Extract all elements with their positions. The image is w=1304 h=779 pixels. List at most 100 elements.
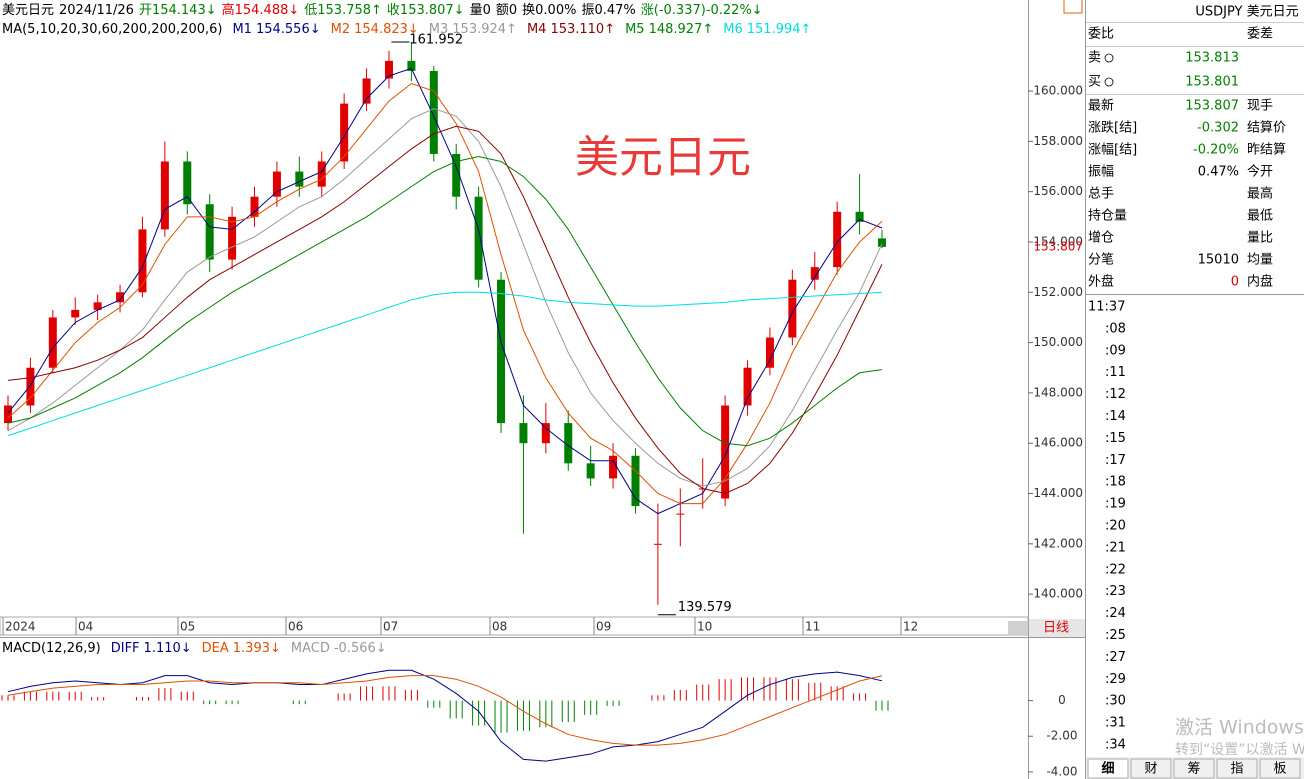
y-tick-label: 150.000 [1033, 335, 1083, 349]
y-tick-label: 144.000 [1033, 486, 1083, 500]
tick-time: :08 [1105, 321, 1126, 336]
quote-label: 总手 [1088, 187, 1114, 202]
period-box [1029, 619, 1085, 637]
watermark-title: 美元日元 [575, 132, 751, 183]
tick-time: :15 [1105, 431, 1126, 446]
candle-body [541, 423, 550, 444]
header-item: 涨(-0.337)-0.22%↓ [641, 3, 763, 18]
tick-time: :27 [1105, 650, 1126, 665]
quote-label: 均量 [1247, 253, 1273, 268]
y-tick-label: 158.000 [1033, 134, 1083, 148]
tick-time: :29 [1105, 672, 1126, 687]
legend-name: M3 [429, 22, 449, 37]
legend-name: M6 [723, 22, 743, 37]
quote-label: 卖 [1088, 51, 1101, 66]
candle-body [93, 302, 102, 310]
windows-watermark: 转到“设置”以激活 Windows。 [1175, 741, 1304, 758]
candle-body [474, 196, 483, 280]
tick-time: :24 [1105, 606, 1126, 621]
quote-title: USDJPY 美元日元 [1195, 5, 1298, 20]
tab-label[interactable]: 细 [1101, 761, 1114, 777]
candle-body [564, 423, 573, 464]
candle-body [116, 292, 125, 303]
header-item: 收153.807↓ [387, 3, 465, 18]
tick-time: :21 [1105, 540, 1126, 555]
candle-body [250, 196, 259, 217]
candle-body [317, 161, 326, 187]
legend-value: 153.110↑ [550, 22, 615, 37]
info-icon [1104, 77, 1114, 87]
y-tick-label: 146.000 [1033, 436, 1083, 450]
candle-body [855, 211, 864, 222]
y-tick-label: 142.000 [1033, 536, 1083, 550]
header-item: 量0 [470, 3, 491, 18]
candle-body [205, 204, 214, 260]
tick-time: :12 [1105, 387, 1126, 402]
header-item: 振0.47% [581, 3, 635, 18]
scroll-box [1008, 621, 1028, 635]
candle-body [228, 216, 237, 260]
legend-value: 1.393↓ [233, 641, 281, 656]
info-icon [1104, 53, 1114, 63]
candle-body [497, 279, 506, 424]
quote-label: 振幅 [1088, 165, 1114, 180]
tick-time: :23 [1105, 584, 1126, 599]
legend-name: M5 [625, 22, 645, 37]
tab[interactable] [1173, 758, 1215, 779]
x-tick-label: 12 [903, 620, 918, 634]
tab[interactable] [1259, 758, 1301, 779]
tick-time: :18 [1105, 475, 1126, 490]
tick-time: :11 [1105, 365, 1126, 380]
ma-line [7, 125, 883, 495]
legend-name: DIFF [111, 641, 140, 656]
tab-label[interactable]: 指 [1230, 762, 1243, 777]
candle-body [138, 229, 147, 293]
quote-value: 153.813 [1185, 51, 1239, 66]
corner-icon[interactable] [1063, 0, 1083, 14]
candle-body [362, 78, 371, 104]
x-tick-label: 11 [805, 620, 820, 634]
legend-value: 154.823↓ [354, 22, 419, 37]
header-item: 换0.00% [522, 3, 576, 18]
legend-value: 154.556↓ [256, 22, 321, 37]
x-tick-label: 2024 [5, 620, 36, 634]
tab[interactable] [1216, 758, 1258, 779]
y-tick-label: 156.000 [1033, 184, 1083, 198]
candle-body [429, 70, 438, 154]
x-tick-label: 09 [596, 620, 611, 634]
quote-label: 最新 [1088, 98, 1114, 114]
quote-label: 昨结算 [1247, 143, 1286, 158]
ma-line [7, 82, 883, 505]
legend: MACD(12,26,9) DIFF 1.110↓ DEA 1.393↓ MACD -0.5… [2, 641, 387, 656]
legend: MA(5,10,20,30,60,200,200,200,6) M1 154.556… [2, 22, 811, 37]
quote-label: 持仓量 [1088, 209, 1127, 224]
quote-value: 15010 [1198, 253, 1239, 268]
legend-title: MA(5,10,20,30,60,200,200,200,6) [2, 22, 222, 37]
tab[interactable] [1130, 758, 1172, 779]
quote-value: 153.801 [1185, 75, 1239, 90]
quote-label: 现手 [1247, 99, 1273, 114]
tab[interactable] [1087, 758, 1129, 779]
quote-label: 最低 [1247, 209, 1273, 224]
quote-label: 结算价 [1247, 121, 1286, 136]
candle-body [586, 463, 595, 479]
tab-label[interactable]: 板 [1273, 762, 1286, 777]
tick-time: :14 [1105, 409, 1126, 424]
ma-line [7, 67, 883, 515]
x-tick-label: 05 [180, 620, 195, 634]
header-item: 低153.758↑ [304, 3, 382, 18]
tab-label[interactable]: 筹 [1187, 761, 1200, 777]
x-tick-label: 08 [492, 620, 507, 634]
quote-label: 涨幅[结] [1088, 143, 1137, 158]
tab-label[interactable]: 财 [1144, 762, 1157, 777]
header-item: 开154.143↓ [139, 3, 217, 18]
high-label: 161.952 [409, 32, 463, 47]
quote-label: 委比 [1088, 27, 1114, 42]
candle-body [407, 60, 416, 71]
quote-label: 买 [1088, 75, 1101, 90]
y-tick-label: 140.000 [1033, 587, 1083, 601]
period-label: 日线 [1043, 621, 1069, 636]
candle-body [676, 513, 685, 515]
candle-body [519, 423, 528, 444]
